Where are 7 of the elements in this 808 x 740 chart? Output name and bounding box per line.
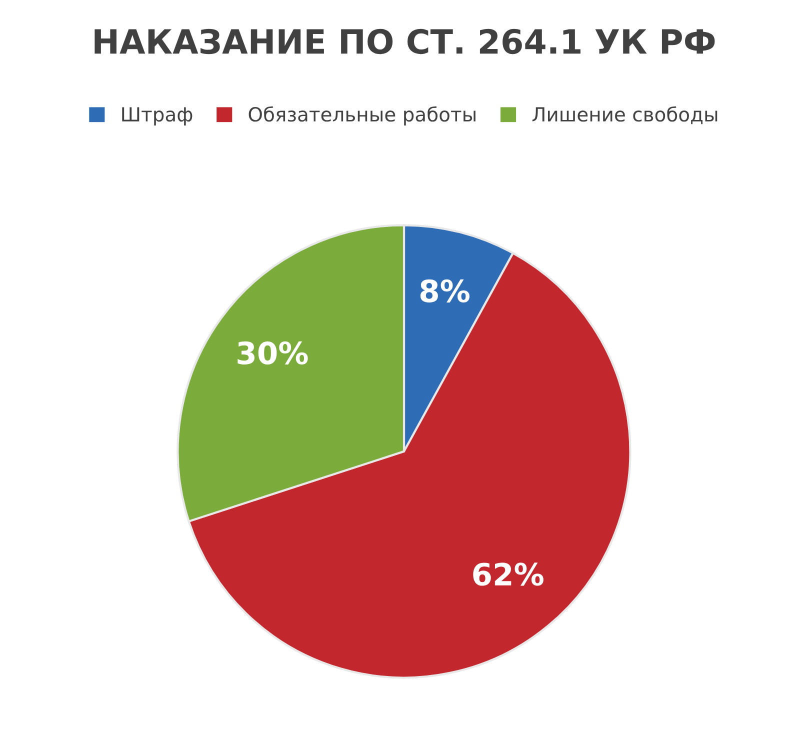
data-label: 30% — [238, 341, 308, 365]
data-label: 8% — [420, 279, 470, 302]
chart-title: НАКАЗАНИЕ ПО СТ. 264.1 УК РФ — [94, 28, 715, 54]
legend-label: Штраф — [122, 107, 192, 126]
data-label: 62% — [473, 562, 544, 586]
legend-label: Лишение свободы — [532, 106, 718, 124]
legend-label: Обязательные работы — [248, 106, 476, 126]
